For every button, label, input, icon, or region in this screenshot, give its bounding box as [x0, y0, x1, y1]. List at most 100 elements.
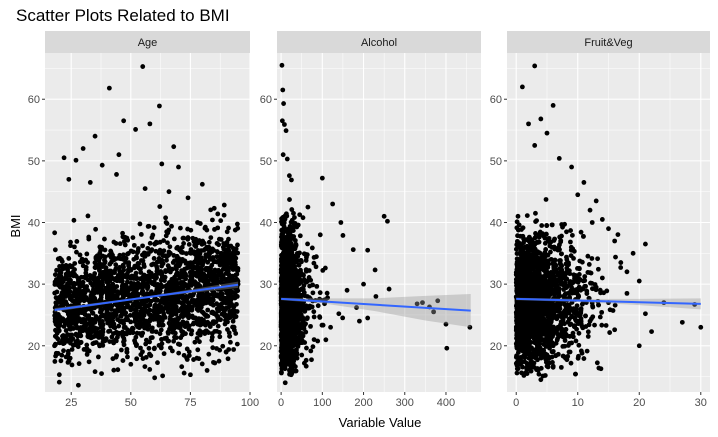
data-point	[172, 334, 177, 340]
data-point	[109, 303, 115, 309]
data-point	[226, 236, 231, 242]
data-point	[110, 356, 116, 362]
data-point	[151, 274, 157, 280]
data-point	[145, 274, 151, 279]
x-tick-label: 75	[184, 397, 196, 409]
data-point	[66, 256, 72, 261]
data-point	[176, 281, 182, 286]
data-point	[134, 342, 139, 348]
data-point	[75, 288, 81, 294]
data-point	[52, 343, 57, 349]
data-point	[150, 281, 155, 287]
data-point	[278, 370, 284, 376]
data-point	[292, 215, 297, 220]
data-point	[289, 177, 294, 183]
data-point	[104, 279, 110, 285]
data-point	[64, 320, 70, 326]
data-point	[324, 290, 330, 296]
data-point	[185, 226, 191, 232]
data-point	[280, 320, 286, 326]
data-point	[159, 337, 164, 342]
data-point	[280, 152, 286, 158]
data-point	[443, 321, 449, 327]
x-tick-label: 100	[313, 397, 331, 409]
data-point	[218, 218, 224, 224]
data-point	[354, 305, 359, 310]
data-point	[80, 146, 86, 151]
data-point	[157, 103, 162, 109]
data-point	[52, 309, 58, 315]
data-point	[322, 265, 328, 271]
data-point	[350, 247, 356, 253]
data-point	[174, 254, 180, 260]
data-point	[214, 254, 219, 260]
data-point	[174, 271, 179, 277]
data-point	[117, 268, 123, 274]
data-point	[288, 241, 294, 246]
data-point	[138, 352, 144, 358]
data-point	[161, 313, 167, 319]
panel-content	[45, 53, 250, 392]
data-point	[296, 262, 302, 268]
data-point	[91, 273, 97, 279]
data-point	[74, 319, 80, 325]
data-point	[82, 325, 88, 331]
data-point	[164, 221, 170, 226]
data-point	[218, 237, 224, 242]
data-point	[217, 329, 222, 335]
data-point	[514, 251, 520, 256]
data-point	[149, 316, 155, 322]
data-point	[76, 361, 82, 367]
data-point	[70, 336, 76, 342]
data-point	[72, 308, 77, 314]
data-point	[52, 230, 58, 236]
data-point	[154, 263, 159, 269]
data-point	[365, 247, 371, 253]
data-point	[218, 296, 224, 302]
data-point	[94, 333, 100, 339]
data-point	[132, 263, 138, 269]
data-point	[286, 276, 292, 282]
data-point	[56, 372, 62, 378]
data-point	[141, 279, 146, 285]
data-point	[420, 300, 425, 306]
data-point	[385, 218, 390, 224]
data-point	[135, 248, 141, 254]
data-point	[199, 181, 205, 187]
data-point	[98, 294, 104, 300]
data-point	[149, 325, 155, 331]
data-point	[140, 356, 146, 361]
data-point	[172, 330, 178, 336]
data-point	[297, 212, 303, 218]
data-point	[121, 252, 126, 258]
data-point	[131, 242, 137, 248]
data-point	[96, 316, 102, 322]
data-point	[213, 268, 219, 274]
data-point	[116, 330, 122, 336]
data-point	[295, 222, 301, 228]
y-tick-label: 60	[260, 94, 272, 106]
data-point	[235, 268, 241, 273]
data-point	[171, 144, 177, 150]
data-point	[145, 224, 151, 229]
data-point	[111, 367, 117, 373]
data-point	[124, 346, 130, 352]
data-point	[106, 85, 112, 91]
data-point	[281, 327, 287, 333]
data-point	[381, 213, 387, 219]
data-point	[201, 240, 207, 246]
data-point	[217, 334, 223, 340]
data-point	[585, 329, 591, 335]
data-point	[149, 262, 155, 268]
data-point	[302, 278, 308, 284]
data-point	[61, 324, 67, 329]
data-point	[156, 309, 162, 315]
data-point	[66, 176, 72, 182]
data-point	[162, 305, 168, 311]
data-point	[84, 352, 90, 357]
data-point	[157, 247, 163, 253]
data-point	[227, 333, 233, 339]
data-point	[168, 314, 173, 320]
facet-strip-label: Age	[138, 37, 158, 49]
